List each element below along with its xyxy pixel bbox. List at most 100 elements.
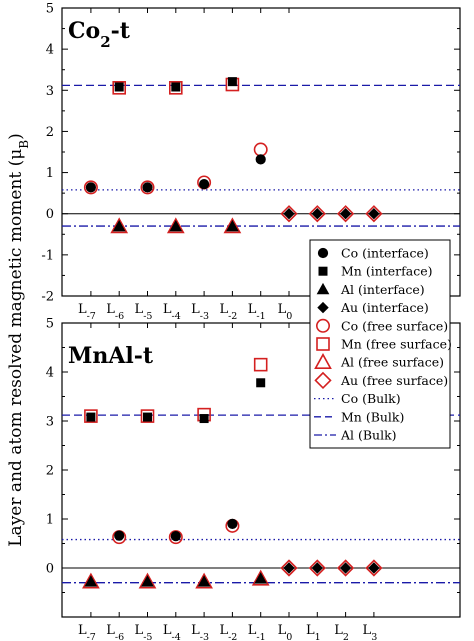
marker-circle — [85, 182, 97, 193]
data-point — [336, 205, 355, 223]
legend-label: Mn (interface) — [341, 264, 433, 279]
legend-box — [309, 239, 451, 449]
marker-triangle — [254, 572, 268, 584]
legend-label: Co (interface) — [341, 246, 429, 261]
legend-marker-circle — [317, 247, 329, 259]
x-tick-base: L — [334, 623, 343, 638]
x-tick-sub: -6 — [115, 632, 124, 641]
marker-diamond — [336, 205, 355, 223]
marker-diamond — [314, 371, 332, 390]
x-tick-label: L-6 — [106, 623, 124, 641]
y-axis-label-close: ) — [6, 133, 26, 140]
x-tick-label: L-5 — [135, 302, 153, 322]
x-tick-sub: -7 — [87, 311, 96, 322]
marker-square — [316, 337, 330, 351]
y-tick-label: 0 — [46, 207, 54, 222]
x-tick-sub: 3 — [371, 632, 377, 641]
data-point — [170, 531, 181, 542]
x-tick-sub: -1 — [256, 311, 265, 322]
x-tick-label: L-4 — [163, 302, 181, 322]
x-tick-base: L — [135, 302, 144, 317]
legend-marker-square — [318, 266, 328, 276]
legend-item-al-interface: Al (interface) — [316, 282, 425, 297]
marker-diamond — [311, 208, 324, 220]
series-co-interface — [114, 518, 238, 542]
legend-item-au-free-surface: Au (free surface) — [314, 371, 448, 390]
legend-marker-diamond — [314, 371, 332, 390]
data-point — [171, 82, 181, 92]
data-point — [85, 182, 97, 193]
legend-item-al-bulk: Al (Bulk) — [314, 428, 397, 443]
marker-diamond — [280, 205, 298, 223]
marker-triangle — [112, 219, 126, 232]
y-tick-label: 2 — [46, 464, 54, 479]
x-tick-base: L — [248, 302, 257, 317]
marker-triangle — [166, 217, 185, 234]
legend-label: Al (free surface) — [340, 355, 444, 370]
x-tick-sub: -2 — [228, 311, 237, 322]
legend-marker-square — [316, 337, 330, 351]
x-tick-label: L-3 — [191, 623, 209, 641]
x-tick-sub: -1 — [256, 632, 265, 641]
data-point — [308, 205, 326, 223]
panel-title-main: MnAl-t — [68, 343, 154, 369]
data-point — [168, 530, 183, 545]
x-tick-label: L2 — [334, 623, 349, 641]
data-point — [283, 562, 295, 574]
legend-label: Al (Bulk) — [340, 428, 397, 443]
x-tick-label: L-2 — [219, 302, 237, 322]
marker-square — [199, 414, 209, 424]
legend-item-co-free-surface: Co (free surface) — [315, 318, 448, 333]
panel-title-sub: 2 — [100, 33, 110, 51]
marker-circle — [253, 142, 268, 157]
y-tick-label: 2 — [46, 125, 54, 140]
x-tick-base: L — [163, 302, 172, 317]
data-point — [308, 559, 326, 577]
x-tick-base: L — [106, 623, 115, 638]
x-tick-sub: 2 — [343, 632, 349, 641]
x-tick-sub: 1 — [315, 632, 321, 641]
marker-diamond — [339, 562, 352, 574]
data-point — [365, 205, 383, 223]
marker-diamond — [339, 208, 352, 220]
data-point — [311, 562, 324, 574]
legend-label: Co (Bulk) — [341, 391, 401, 406]
y-tick-label: 3 — [46, 415, 54, 430]
marker-square — [140, 409, 155, 423]
data-point — [112, 219, 126, 232]
y-tick-label: 0 — [46, 562, 54, 577]
x-tick-base: L — [78, 623, 87, 638]
data-point — [253, 357, 268, 372]
data-point — [84, 575, 98, 587]
y-axis-label-sub: B — [17, 140, 31, 149]
legend-item-mn-bulk: Mn (Bulk) — [314, 409, 404, 424]
x-tick-base: L — [106, 302, 115, 317]
legend-item-co-bulk: Co (Bulk) — [314, 391, 401, 406]
x-tick-label: L-4 — [163, 623, 181, 641]
y-tick-label: -2 — [41, 290, 54, 305]
data-point — [280, 559, 298, 577]
x-tick-label: L0 — [278, 302, 293, 322]
marker-diamond — [365, 559, 383, 577]
data-point — [82, 572, 100, 589]
data-point — [339, 208, 352, 220]
marker-diamond — [283, 208, 295, 220]
marker-square — [318, 266, 328, 276]
y-axis-label-main: Layer and atom resolved magnetic moment … — [6, 149, 26, 547]
series-au-free-surface — [280, 205, 383, 223]
marker-square — [86, 412, 96, 422]
data-point — [226, 219, 239, 232]
x-tick-label: L0 — [278, 623, 293, 641]
data-point — [197, 575, 211, 587]
data-point — [114, 530, 125, 541]
series-al-interface — [84, 572, 268, 587]
y-tick-label: 5 — [46, 317, 54, 332]
legend-marker-triangle — [316, 282, 330, 295]
x-tick-label: L-1 — [248, 623, 266, 641]
data-point — [195, 572, 213, 589]
x-tick-sub: 0 — [286, 311, 292, 322]
marker-square — [256, 378, 266, 388]
marker-square — [143, 412, 152, 422]
marker-circle — [227, 518, 238, 530]
marker-circle — [114, 530, 125, 541]
